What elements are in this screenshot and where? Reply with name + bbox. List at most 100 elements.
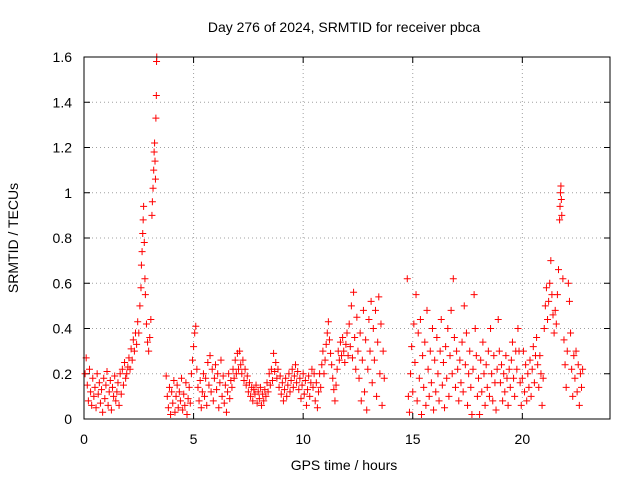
data-point	[111, 372, 119, 380]
data-point	[352, 365, 360, 373]
data-point	[442, 343, 450, 351]
data-point	[419, 352, 427, 360]
data-point	[235, 365, 243, 373]
data-point	[547, 257, 555, 265]
y-tick-label: 1.2	[53, 140, 73, 156]
data-point	[184, 395, 192, 403]
data-point	[145, 347, 153, 355]
data-point	[288, 365, 296, 373]
data-point	[422, 401, 430, 409]
data-point	[579, 365, 587, 373]
data-point	[117, 390, 125, 398]
chart-title: Day 276 of 2024, SRMTID for receiver pbc…	[208, 19, 481, 35]
y-axis: 0 0.2 0.4 0.6 0.8 1 1.2 1.4 1.6	[53, 49, 610, 427]
data-point	[461, 361, 469, 369]
data-point	[539, 374, 547, 382]
data-point	[201, 392, 209, 400]
data-point	[323, 329, 331, 337]
data-point	[92, 404, 100, 412]
data-point	[181, 401, 189, 409]
data-point	[477, 356, 485, 364]
data-point	[505, 365, 513, 373]
data-point	[412, 291, 420, 299]
data-point	[456, 356, 464, 364]
data-point	[151, 175, 159, 183]
data-point	[489, 397, 497, 405]
data-point	[221, 381, 229, 389]
data-point	[179, 406, 187, 414]
data-point	[224, 388, 232, 396]
data-point	[258, 401, 266, 409]
data-point	[284, 381, 292, 389]
data-point	[103, 367, 111, 375]
data-point	[427, 379, 435, 387]
data-point	[169, 399, 177, 407]
data-point	[380, 374, 388, 382]
data-point	[359, 306, 367, 314]
data-point	[496, 379, 504, 387]
data-point	[369, 325, 377, 332]
data-point	[164, 404, 172, 412]
data-point	[245, 379, 253, 387]
y-tick-label: 0.8	[53, 230, 73, 246]
data-point	[482, 361, 490, 369]
data-point	[379, 347, 387, 355]
data-point	[557, 182, 565, 190]
x-tick-label: 0	[80, 431, 88, 447]
data-point	[84, 397, 92, 405]
data-point	[529, 343, 537, 351]
data-point	[333, 365, 341, 373]
data-point	[545, 297, 553, 305]
data-point	[365, 315, 373, 323]
data-point	[411, 358, 419, 366]
data-point	[480, 370, 488, 378]
data-point	[425, 392, 433, 400]
data-point	[140, 239, 148, 247]
data-point	[344, 352, 352, 360]
data-point	[363, 406, 371, 414]
data-point	[357, 397, 365, 405]
data-point	[244, 388, 252, 396]
data-point	[173, 381, 181, 389]
data-point	[250, 386, 258, 394]
data-point	[485, 392, 493, 400]
data-point	[527, 392, 535, 400]
data-point	[222, 408, 230, 416]
data-point	[355, 374, 363, 382]
data-point	[353, 313, 361, 321]
data-point	[561, 361, 569, 369]
data-point	[135, 329, 143, 337]
data-point	[126, 365, 134, 373]
data-point	[554, 266, 562, 274]
data-point	[354, 347, 362, 355]
data-point	[311, 397, 319, 405]
data-point	[418, 410, 426, 418]
data-point	[83, 381, 91, 389]
data-point	[544, 315, 552, 323]
data-point	[128, 356, 136, 364]
data-point	[298, 381, 306, 389]
data-point	[239, 356, 247, 364]
data-point	[409, 388, 417, 396]
data-point	[331, 397, 339, 405]
data-point	[240, 377, 248, 385]
x-tick-label: 10	[295, 431, 311, 447]
data-point	[190, 343, 198, 351]
data-point	[546, 279, 554, 287]
data-point	[534, 361, 542, 369]
data-point	[210, 374, 218, 382]
data-point	[301, 377, 309, 385]
x-tick-label: 15	[405, 431, 421, 447]
data-point	[118, 365, 126, 373]
data-point	[306, 392, 314, 400]
data-point	[134, 318, 142, 326]
data-point	[473, 392, 481, 400]
data-point	[140, 202, 148, 210]
data-point	[282, 374, 290, 382]
data-point	[508, 338, 516, 346]
data-point	[236, 347, 244, 355]
data-point	[565, 297, 573, 305]
data-point	[472, 352, 480, 360]
data-point	[447, 306, 455, 314]
data-point	[115, 401, 123, 409]
